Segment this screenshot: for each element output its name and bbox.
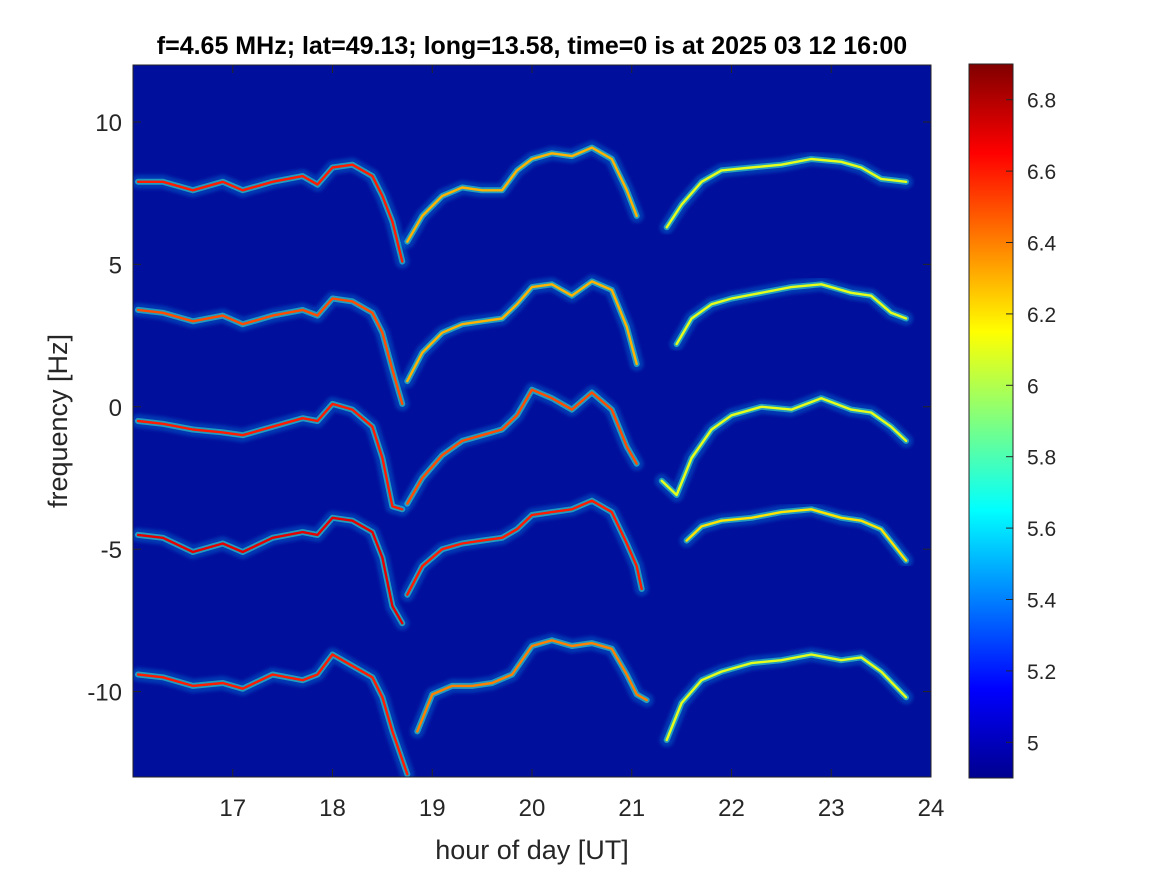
trace-core bbox=[665, 653, 908, 742]
x-tick-label: 18 bbox=[319, 795, 346, 822]
heatmap-layer bbox=[133, 140, 914, 777]
trace-core bbox=[406, 499, 643, 596]
trace-core bbox=[136, 516, 404, 625]
x-tick-label: 17 bbox=[219, 795, 246, 822]
harmonic-trace bbox=[133, 140, 914, 269]
colorbar-tick-label: 6.4 bbox=[1027, 233, 1057, 256]
x-axis-label: hour of day [UT] bbox=[435, 835, 629, 865]
y-tick-label: 10 bbox=[95, 110, 122, 137]
trace-core bbox=[136, 297, 404, 406]
x-axis-ticks: 17 18 19 20 21 22 23 24 bbox=[219, 65, 944, 822]
harmonic-trace bbox=[133, 633, 914, 777]
trace-core bbox=[665, 157, 908, 229]
colorbar-tick-label: 5.6 bbox=[1027, 518, 1056, 541]
colorbar-gradient bbox=[968, 63, 1014, 779]
x-tick-label: 24 bbox=[918, 795, 945, 822]
harmonic-trace bbox=[133, 493, 914, 631]
colorbar-tick-label: 5.2 bbox=[1027, 661, 1056, 684]
y-axis-ticks: 10 5 0 -5 -10 bbox=[87, 110, 931, 707]
y-tick-label: 0 bbox=[109, 395, 122, 422]
colorbar-tick-label: 6 bbox=[1027, 375, 1039, 398]
plot-area bbox=[132, 64, 932, 778]
x-tick-label: 21 bbox=[618, 795, 645, 822]
x-tick-label: 20 bbox=[519, 795, 546, 822]
colorbar-tick-label: 6.6 bbox=[1027, 161, 1056, 184]
colorbar-ticks: 6.8 6.6 6.4 6.2 6 5.8 5.6 5.4 5.2 5 bbox=[1006, 90, 1057, 755]
trace-core bbox=[136, 163, 404, 263]
trace-core bbox=[660, 397, 908, 497]
colorbar-tick-label: 6.8 bbox=[1027, 90, 1056, 113]
y-tick-label: 5 bbox=[109, 252, 122, 279]
trace-core bbox=[406, 388, 638, 505]
trace-core bbox=[136, 653, 409, 776]
trace-core bbox=[675, 283, 908, 346]
trace-core bbox=[416, 639, 648, 733]
x-tick-label: 23 bbox=[818, 795, 845, 822]
chart-title: f=4.65 MHz; lat=49.13; long=13.58, time=… bbox=[157, 32, 907, 60]
x-tick-label: 19 bbox=[419, 795, 446, 822]
harmonic-trace bbox=[133, 382, 914, 517]
y-tick-label: -10 bbox=[87, 680, 122, 707]
colorbar-tick-label: 5.8 bbox=[1027, 447, 1056, 470]
harmonic-trace bbox=[133, 274, 914, 411]
trace-core bbox=[406, 280, 638, 383]
colorbar: 6.8 6.6 6.4 6.2 6 5.8 5.6 5.4 5.2 5 bbox=[968, 63, 1057, 779]
trace-core bbox=[136, 402, 404, 511]
colorbar-tick-label: 5 bbox=[1027, 732, 1039, 755]
colorbar-tick-label: 6.2 bbox=[1027, 304, 1056, 327]
y-tick-label: -5 bbox=[101, 537, 122, 564]
colorbar-tick-label: 5.4 bbox=[1027, 590, 1057, 613]
x-tick-label: 22 bbox=[718, 795, 745, 822]
plot-background bbox=[133, 65, 931, 777]
y-axis-label: frequency [Hz] bbox=[43, 334, 73, 508]
trace-core bbox=[685, 508, 908, 562]
trace-core bbox=[406, 146, 638, 243]
